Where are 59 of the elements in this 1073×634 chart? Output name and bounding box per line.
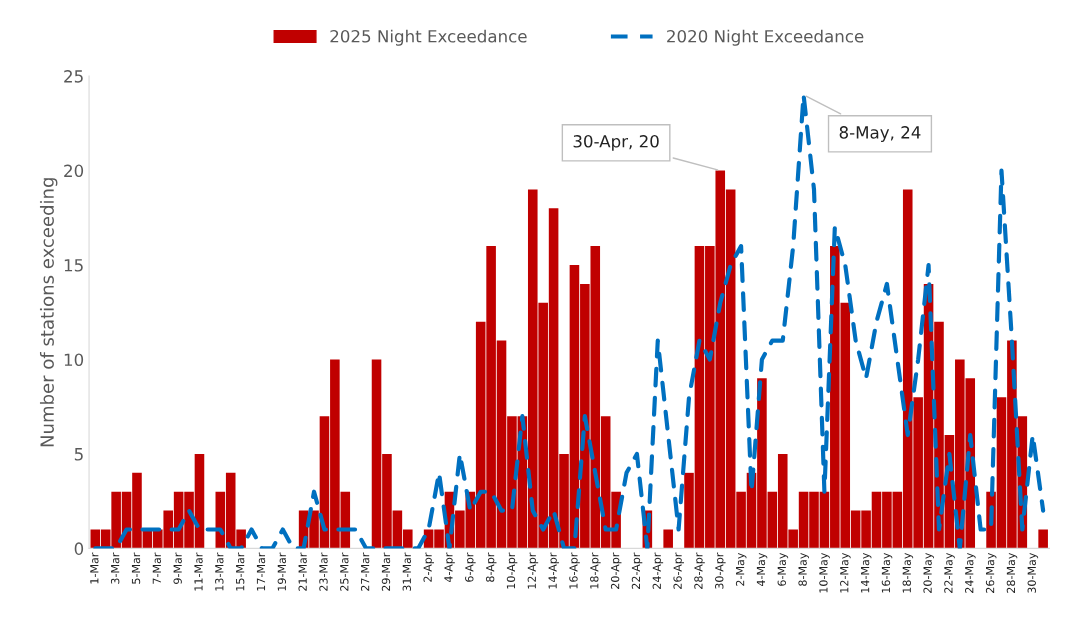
x-tick-label: 4-May [756, 552, 768, 587]
x-tick-label: 28-Apr [694, 552, 705, 589]
bar [1038, 529, 1048, 549]
x-tick-label: 12-Apr [527, 552, 539, 589]
x-tick-label: 14-May [861, 552, 872, 593]
x-tick-label: 24-May [965, 552, 976, 593]
y-tick-label: 10 [64, 353, 84, 367]
x-tick-label: 8-May [798, 552, 809, 586]
x-tick-label: 14-Apr [548, 552, 559, 589]
x-tick-label: 21-Mar [298, 552, 307, 591]
legend-label: 2020 Night Exceedance [667, 29, 864, 46]
x-tick-label: 16-Apr [569, 552, 580, 589]
x-tick-label: 24-Apr [652, 552, 664, 589]
x-tick-label: 9-Mar [173, 552, 182, 584]
x-tick-label: 30-Apr [715, 552, 726, 589]
x-tick-label: 18-Apr [590, 552, 601, 589]
y-tick-label: 15 [64, 259, 83, 272]
x-tick-label: 12-May [840, 552, 851, 593]
x-tick-label: 6-May [777, 552, 789, 586]
x-tick-label: 22-Apr [631, 552, 643, 589]
x-tick-label: 17-Mar [256, 552, 266, 591]
x-tick-label: 20-May [923, 552, 934, 593]
x-tick-label: 11-Mar [194, 552, 203, 591]
x-tick-label: 19-Mar [277, 552, 287, 591]
x-tick-label: 28-May [1006, 552, 1018, 593]
legend-label: 2025 Night Exceedance [330, 29, 527, 46]
y-axis-title: Number of stations exceeding [39, 178, 58, 447]
x-tick-label: 7-Mar [152, 552, 162, 584]
x-tick-label: 13-Mar [215, 552, 224, 591]
x-tick-label: 10-May [819, 552, 830, 593]
x-tick-label: 10-Apr [506, 552, 518, 589]
annotation: 8-May, 24 [839, 126, 921, 142]
x-tick-label: 26-Apr [673, 552, 684, 589]
x-tick-label: 1-Mar [90, 552, 99, 584]
y-tick-label: 25 [64, 70, 83, 83]
x-tick-label: 16-May [881, 552, 893, 593]
y-tick-label: 5 [74, 448, 83, 461]
x-tick-label: 27-Mar [360, 552, 370, 591]
y-tick-label: 0 [74, 542, 84, 555]
x-tick-label: 2-May [735, 552, 747, 586]
x-tick-label: 2-Apr [423, 552, 434, 582]
y-tick-label: 20 [64, 164, 84, 178]
x-tick-label: 8-Apr [485, 552, 497, 582]
x-tick-label: 23-Mar [319, 552, 328, 591]
x-tick-label: 15-Mar [236, 552, 245, 591]
x-tick-label: 4-Apr [444, 552, 455, 583]
bar [663, 529, 673, 549]
x-tick-label: 20-Apr [610, 552, 622, 589]
x-tick-label: 18-May [902, 552, 914, 593]
x-tick-label: 6-Apr [465, 552, 476, 582]
x-tick-label: 30-May [1027, 552, 1039, 593]
annotation: 30-Apr, 20 [573, 135, 659, 151]
x-tick-label: 26-May [985, 552, 997, 593]
x-tick-label: 29-Mar [381, 552, 391, 591]
x-tick-label: 5-Mar [131, 552, 141, 584]
x-tick-label: 22-May [944, 552, 955, 593]
x-tick-label: 31-Mar [402, 552, 412, 591]
x-tick-label: 25-Mar [340, 552, 349, 591]
x-tick-label: 3-Mar [110, 552, 120, 584]
